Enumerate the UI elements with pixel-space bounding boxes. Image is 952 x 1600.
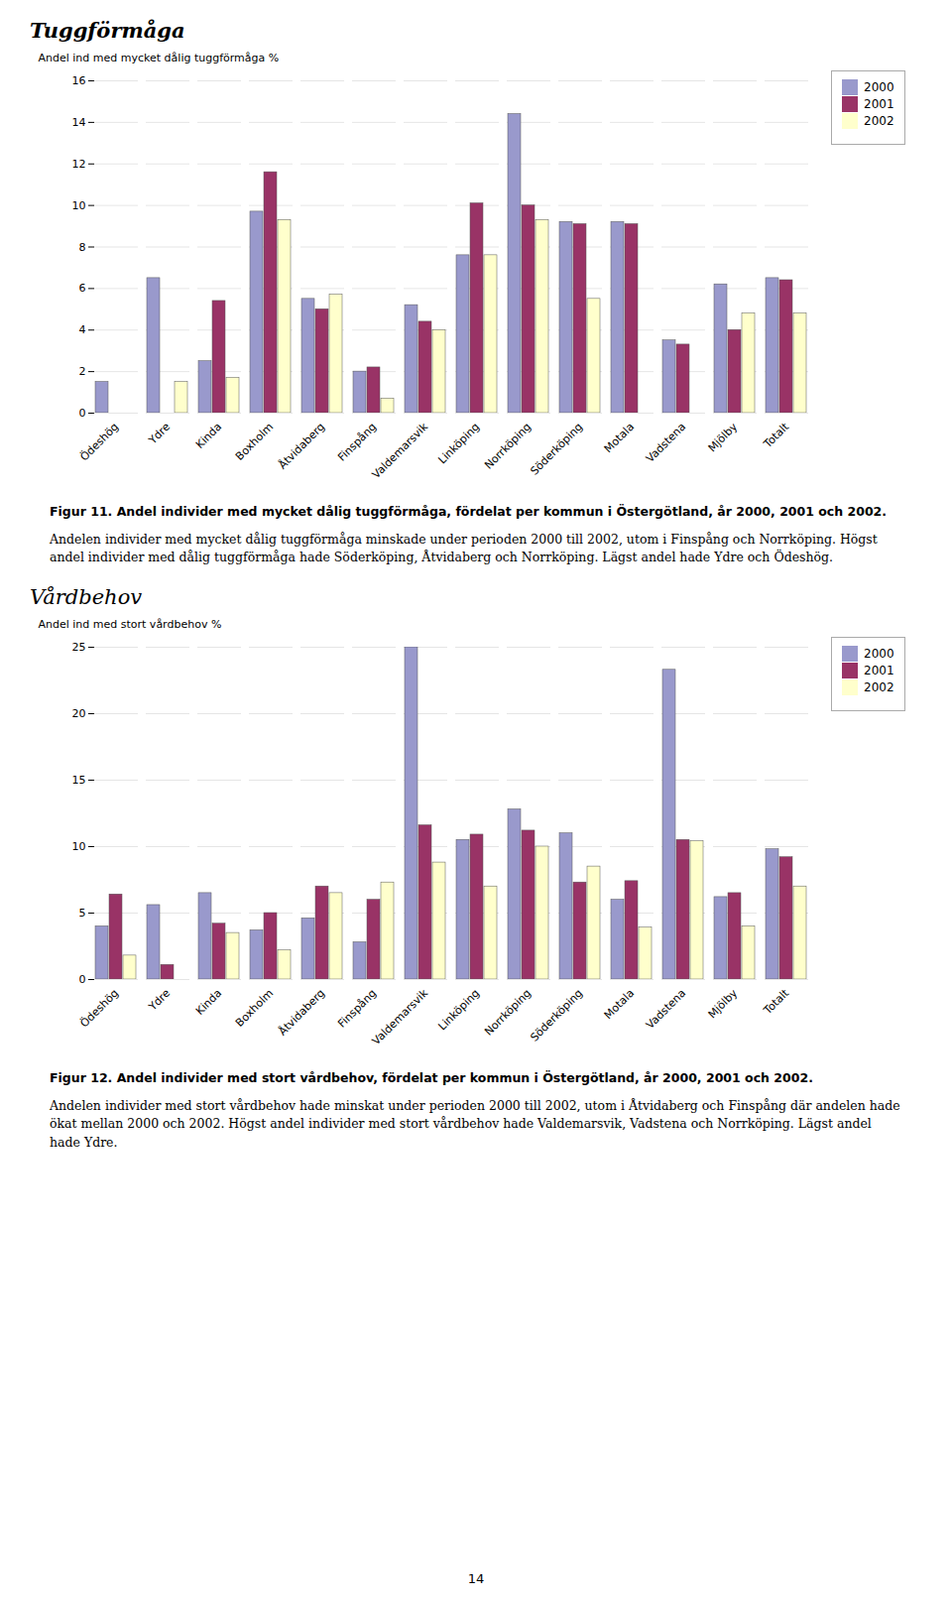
svg-text:Finspång: Finspång (335, 420, 379, 465)
svg-text:16: 16 (72, 74, 87, 88)
svg-text:Totalt: Totalt (760, 985, 793, 1018)
svg-text:20: 20 (72, 707, 87, 720)
svg-text:Vadstena: Vadstena (643, 420, 689, 466)
html-text:2002: 2002 (863, 114, 894, 128)
svg-text:0: 0 (79, 406, 87, 420)
svg-text:2: 2 (79, 364, 87, 378)
svg-text:Söderköping: Söderköping (527, 986, 586, 1045)
svg-text:Valdemarsvik: Valdemarsvik (369, 985, 432, 1048)
svg-text:8: 8 (79, 240, 87, 254)
html-text:2000: 2000 (863, 80, 894, 95)
html-text:Andelen individer med stort vå: Andelen individer med stort vårdbehov ha… (49, 1097, 901, 1150)
svg-text:Boxholm: Boxholm (233, 420, 276, 464)
html-text:14: 14 (467, 1570, 485, 1586)
svg-text:5: 5 (79, 906, 87, 920)
svg-text:Åtvidaberg: Åtvidaberg (275, 420, 328, 473)
svg-text:14: 14 (72, 116, 87, 129)
svg-text:Vadstena: Vadstena (643, 986, 689, 1032)
html-text:Vårdbehov: Vårdbehov (29, 585, 143, 609)
svg-text:0: 0 (79, 972, 87, 986)
svg-text:Norrköping: Norrköping (481, 986, 534, 1039)
svg-text:Andel ind med stort vårdbehov: Andel ind med stort vårdbehov % (38, 617, 223, 631)
svg-text:Norrköping: Norrköping (481, 420, 534, 473)
svg-text:Ydre: Ydre (145, 986, 174, 1015)
svg-text:Åtvidaberg: Åtvidaberg (275, 986, 328, 1039)
svg-text:Ydre: Ydre (145, 420, 174, 449)
svg-text:Ödeshög: Ödeshög (77, 420, 121, 465)
svg-text:Ödeshög: Ödeshög (77, 986, 121, 1031)
svg-text:Kinda: Kinda (193, 420, 225, 452)
svg-text:6: 6 (79, 281, 87, 295)
svg-text:25: 25 (72, 640, 87, 654)
html-text:Andelen individer med mycket d: Andelen individer med mycket dålig tuggf… (49, 531, 878, 565)
svg-text:10: 10 (72, 839, 87, 853)
svg-text:Andel ind med mycket dålig tug: Andel ind med mycket dålig tuggförmåga % (38, 51, 280, 65)
svg-text:10: 10 (72, 199, 87, 213)
svg-text:Söderköping: Söderköping (527, 420, 586, 478)
html-text:Tuggförmåga: Tuggförmåga (29, 17, 186, 43)
svg-text:15: 15 (72, 773, 87, 787)
svg-text:4: 4 (79, 323, 87, 337)
svg-text:Motala: Motala (601, 420, 637, 456)
html-text:2002: 2002 (863, 680, 894, 695)
svg-text:Kinda: Kinda (193, 986, 225, 1018)
svg-text:Finspång: Finspång (335, 986, 379, 1031)
html-text:2000: 2000 (863, 646, 894, 661)
html-text:Figur 12. Andel individer med: Figur 12. Andel individer med stort vård… (49, 1070, 814, 1085)
svg-text:Mjölby: Mjölby (706, 985, 741, 1021)
svg-text:Linköping: Linköping (436, 420, 483, 468)
svg-text:Valdemarsvik: Valdemarsvik (369, 419, 432, 481)
svg-text:12: 12 (72, 157, 87, 171)
svg-text:Motala: Motala (601, 986, 637, 1022)
svg-text:Mjölby: Mjölby (706, 419, 741, 455)
svg-text:Totalt: Totalt (760, 419, 793, 452)
html-text:2001: 2001 (863, 97, 894, 112)
html-text:2001: 2001 (863, 663, 894, 678)
html-text:Figur 11. Andel individer med: Figur 11. Andel individer med mycket dål… (49, 503, 887, 519)
svg-text:Linköping: Linköping (436, 986, 483, 1034)
svg-text:Boxholm: Boxholm (233, 986, 276, 1030)
